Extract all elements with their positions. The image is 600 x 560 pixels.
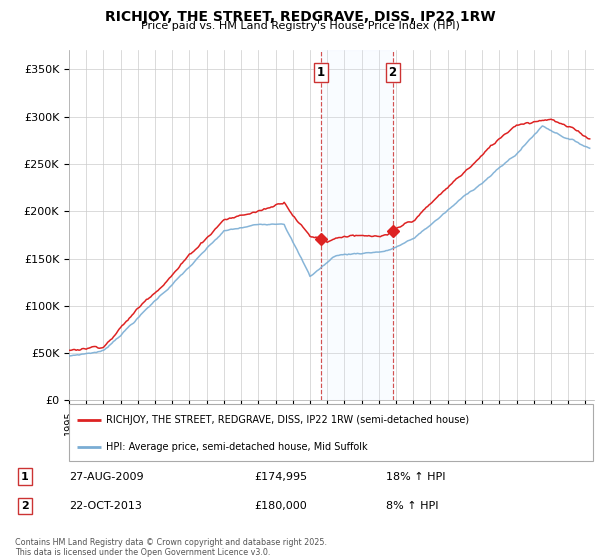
Text: £174,995: £174,995	[254, 472, 307, 482]
Text: £180,000: £180,000	[254, 501, 307, 511]
Text: 18% ↑ HPI: 18% ↑ HPI	[386, 472, 446, 482]
Text: 2: 2	[21, 501, 29, 511]
Text: 2: 2	[389, 66, 397, 79]
Text: RICHJOY, THE STREET, REDGRAVE, DISS, IP22 1RW: RICHJOY, THE STREET, REDGRAVE, DISS, IP2…	[104, 10, 496, 24]
Text: 8% ↑ HPI: 8% ↑ HPI	[386, 501, 439, 511]
Text: 22-OCT-2013: 22-OCT-2013	[70, 501, 142, 511]
Text: HPI: Average price, semi-detached house, Mid Suffolk: HPI: Average price, semi-detached house,…	[106, 442, 367, 452]
FancyBboxPatch shape	[69, 404, 593, 461]
Text: 1: 1	[317, 66, 325, 79]
Text: RICHJOY, THE STREET, REDGRAVE, DISS, IP22 1RW (semi-detached house): RICHJOY, THE STREET, REDGRAVE, DISS, IP2…	[106, 414, 469, 424]
Text: Contains HM Land Registry data © Crown copyright and database right 2025.
This d: Contains HM Land Registry data © Crown c…	[15, 538, 327, 557]
Text: 1: 1	[21, 472, 29, 482]
Text: 27-AUG-2009: 27-AUG-2009	[70, 472, 144, 482]
Bar	[321, 50, 392, 400]
Text: Price paid vs. HM Land Registry's House Price Index (HPI): Price paid vs. HM Land Registry's House …	[140, 21, 460, 31]
